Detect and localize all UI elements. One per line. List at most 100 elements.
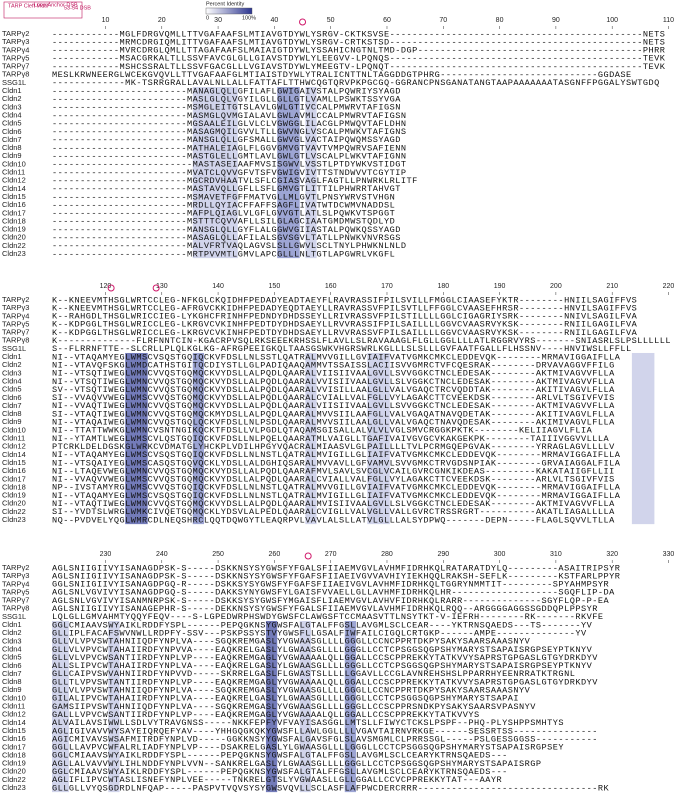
sequence: GLLVLVPVCWSANTIIRDFYNPLVP----EAQKREMGAGL… xyxy=(52,653,598,663)
sequence-name: TARPγ7 xyxy=(2,596,29,605)
sequence-name: Cldn12 xyxy=(2,442,26,451)
sequence: K--KNEEVMTHSGLWRTCCLEG-AFRGVCKKIDHFPEDAD… xyxy=(52,303,637,313)
legend-loop: Loop Anchor DSB xyxy=(34,2,78,8)
sequence-name: Cldn4 xyxy=(2,110,22,119)
identity-shade xyxy=(108,620,120,793)
sequence: GLLGLLVYQSGDRDLNFQAP-----PASPVTVQVSYSYGW… xyxy=(52,783,609,793)
sequence: GLLTLVPVSWTANTIIRDFYNPLVP----EAQKREMGAGL… xyxy=(52,677,598,687)
sequence-name: Cldn16 xyxy=(2,200,26,209)
position-label: 260 xyxy=(269,551,281,558)
sequence-name: Cldn10 xyxy=(2,425,26,434)
sequence: PTCRKLDELDGSKGLWRKCVDMATGLYHCKPLVDILHPGY… xyxy=(52,442,615,452)
motif-marker xyxy=(152,284,160,292)
sequence-name: Cldn2 xyxy=(2,628,22,637)
sequence-name: Cldn9 xyxy=(2,151,22,160)
sequence-name: TARPγ3 xyxy=(2,303,29,312)
identity-shade xyxy=(299,620,311,793)
sequence: K--------------FLRFNNTCIN-KGACRPVSQLRKSE… xyxy=(52,336,671,346)
sequence: SV--VTSQTIWEGLWMNCVVQSTGQMQCKVYDSLLALPQD… xyxy=(52,385,615,395)
sequence: GLLVLVPVCWTAHAIIRDFYNPVVA----EAQKRELGASL… xyxy=(52,645,593,655)
sequence-name: Cldn15 xyxy=(2,726,26,735)
sequence: K--KDPGGLTHSGLWRICCLEG-LKRGVCVKINHFPEDTD… xyxy=(52,320,638,330)
sequence-name: Cldn17 xyxy=(2,742,26,751)
motif-marker xyxy=(304,552,312,560)
sequence-name: Cldn7 xyxy=(2,669,22,678)
identity-shade xyxy=(367,352,390,525)
position-label: 140 xyxy=(212,283,224,290)
identity-shade xyxy=(305,352,317,525)
sequence: K--RAHGDLTHSGLWRICCIEG-LYKGHCFRINHFPEDND… xyxy=(52,312,638,322)
alignment-blocks: 10 20 30 40 50 60 70 80 90 100 110 TARPγ2 ----------… xyxy=(2,17,674,793)
sequence: LQLGLLGMVAHMTYQQYFEQV----S-LGPEDWRPHSWDY… xyxy=(52,612,603,622)
sequence: NI--YTAMTLWEGLWMSCVLQSTGQIQCKVFDSLLNLPQE… xyxy=(52,434,609,444)
sequence: ------------------------MASTAVQLLGFLLSFL… xyxy=(52,184,401,194)
sequence: AGLLALVAVVWYLIHLNDDFYNPLVVN--SANKRELGASL… xyxy=(52,759,542,769)
sequence-name: Cldn6 xyxy=(2,661,22,670)
position-label: 330 xyxy=(663,551,674,558)
sequence: MESLKRWNEERGLWCEKGVQVLLTTVGAFAAFGLMTIAIS… xyxy=(52,70,632,80)
sequence: NQ--PVDVELYQGLWMRCDLNEQSHRCLQQTDQWGYTLEA… xyxy=(52,515,615,525)
sequence: ------------------------MASLGLQLVGYILGLL… xyxy=(52,94,401,104)
sequence: GLLVLVPVSWTAHNIIQDFYNPLVA----SGQKREMGASL… xyxy=(52,637,531,647)
sequence-name: TARPγ8 xyxy=(2,70,29,79)
sequence: AGICMIVAVSWSAFMITRDFYNPLVD-----GGKKNSYYG… xyxy=(52,734,598,744)
sequence: ------------MVRCDRGLQMLLTTAGAFAAFSLMAIAI… xyxy=(52,46,665,56)
sequence-name: Cldn15 xyxy=(2,458,26,467)
sequence: GGLSNIIGIIVYISANAGDPGQ-R-----DSKKSYSYGWS… xyxy=(52,580,609,590)
position-label: 310 xyxy=(550,551,562,558)
legend-cleft: TARP Cleft Motif xyxy=(8,3,49,9)
sequence-name: Cldn6 xyxy=(2,127,22,136)
position-label: 180 xyxy=(437,283,449,290)
position-label: 10 xyxy=(102,17,110,24)
sequence-name: Cldn4 xyxy=(2,376,22,385)
sequence: AGLSNIIGIIVYISANAGDPSK-S-----DSKKNSYSYGW… xyxy=(52,571,620,581)
sequence: S--FLRRNFTTE--SLCRLLPLQLKGLKG-AFRGPEEIGK… xyxy=(52,344,632,354)
identity-shade xyxy=(192,352,205,525)
sequence-name: TARPγ7 xyxy=(2,328,29,337)
position-label: 300 xyxy=(494,551,506,558)
sequence-name: SSG1L xyxy=(2,612,26,621)
sequence-name: Cldn18 xyxy=(2,482,26,491)
sequence: ------------------------MGCRDVHAATVLSFLC… xyxy=(52,176,418,186)
sequence-name: TARPγ4 xyxy=(2,45,29,54)
identity-shade xyxy=(305,86,317,259)
sequence: NI--VVAQTIWEGLWMNCVVQSTGQMQCKVYDSLLALPQD… xyxy=(52,401,615,411)
sequence: GLLVLVPVSWTAHNIIQDFYNPLVA----SGQKREMGASL… xyxy=(52,686,531,696)
sequence-name: Cldn23 xyxy=(2,249,26,258)
position-label: 130 xyxy=(156,283,168,290)
position-label: 250 xyxy=(212,551,224,558)
sequence: GLLIPLFACAFSWVNWLLRDPFY-SSV---PSKPSSYSTV… xyxy=(52,628,587,638)
sequence: ------------------------MVATCLQVVGFVTSFV… xyxy=(52,168,407,178)
sequence-name: Cldn15 xyxy=(2,192,26,201)
sequence-name: Cldn16 xyxy=(2,734,26,743)
sequence-name: Cldn2 xyxy=(2,94,22,103)
sequence: AGLSNLVGVIVYISANMNRPSK-S-----DSKKSYSYGWS… xyxy=(52,596,609,606)
sequence-name: Cldn19 xyxy=(2,225,26,234)
legend-box xyxy=(3,1,83,19)
sequence: ------------MSHCSSRALTLLSSVFGACGLLLVGIAV… xyxy=(52,62,666,72)
sequence: GGLCMIAAVSWYAIKLRDDFYSPL------PEPQGKNSYG… xyxy=(52,620,593,630)
position-label: 280 xyxy=(381,551,393,558)
sequence-name: Cldn20 xyxy=(2,233,26,242)
sequence: ------------------------MASTGLELLGMTLAVL… xyxy=(52,152,407,162)
sequence-name: Cldn18 xyxy=(2,750,26,759)
position-label: 240 xyxy=(156,551,168,558)
sequence: AGLSNIIGIIVYISANAGEPHR-S-----DEKKNSYSYGW… xyxy=(52,604,598,614)
sequence-name: Cldn14 xyxy=(2,184,26,193)
sequence-name: Cldn12 xyxy=(2,710,26,719)
sequence-name: Cldn23 xyxy=(2,783,26,792)
sequence-name: TARPγ2 xyxy=(2,29,29,38)
sequence-name: Cldn9 xyxy=(2,685,22,694)
sequence-name: Cldn1 xyxy=(2,86,22,95)
alignment-block: 120 130 140 150 160 170 180 190 200 210 220 TARPγ2 K… xyxy=(2,283,674,525)
sequence-name: Cldn12 xyxy=(2,176,26,185)
sequence-name: SSG1L xyxy=(2,344,26,353)
sequence: ------------------------MALVFRTVAQLAGVSL… xyxy=(52,241,407,251)
position-label: 190 xyxy=(494,283,506,290)
sequence-name: Cldn19 xyxy=(2,491,26,500)
position-label: 200 xyxy=(550,283,562,290)
sequence-name: TARPγ5 xyxy=(2,587,29,596)
sequence-name: Cldn5 xyxy=(2,119,22,128)
legend-identity: Percent Identity xyxy=(206,1,244,7)
sequence: K--KDPGGLTHSGLWRICCLEG-LKRGVCVKINHFPEDTD… xyxy=(52,328,638,338)
